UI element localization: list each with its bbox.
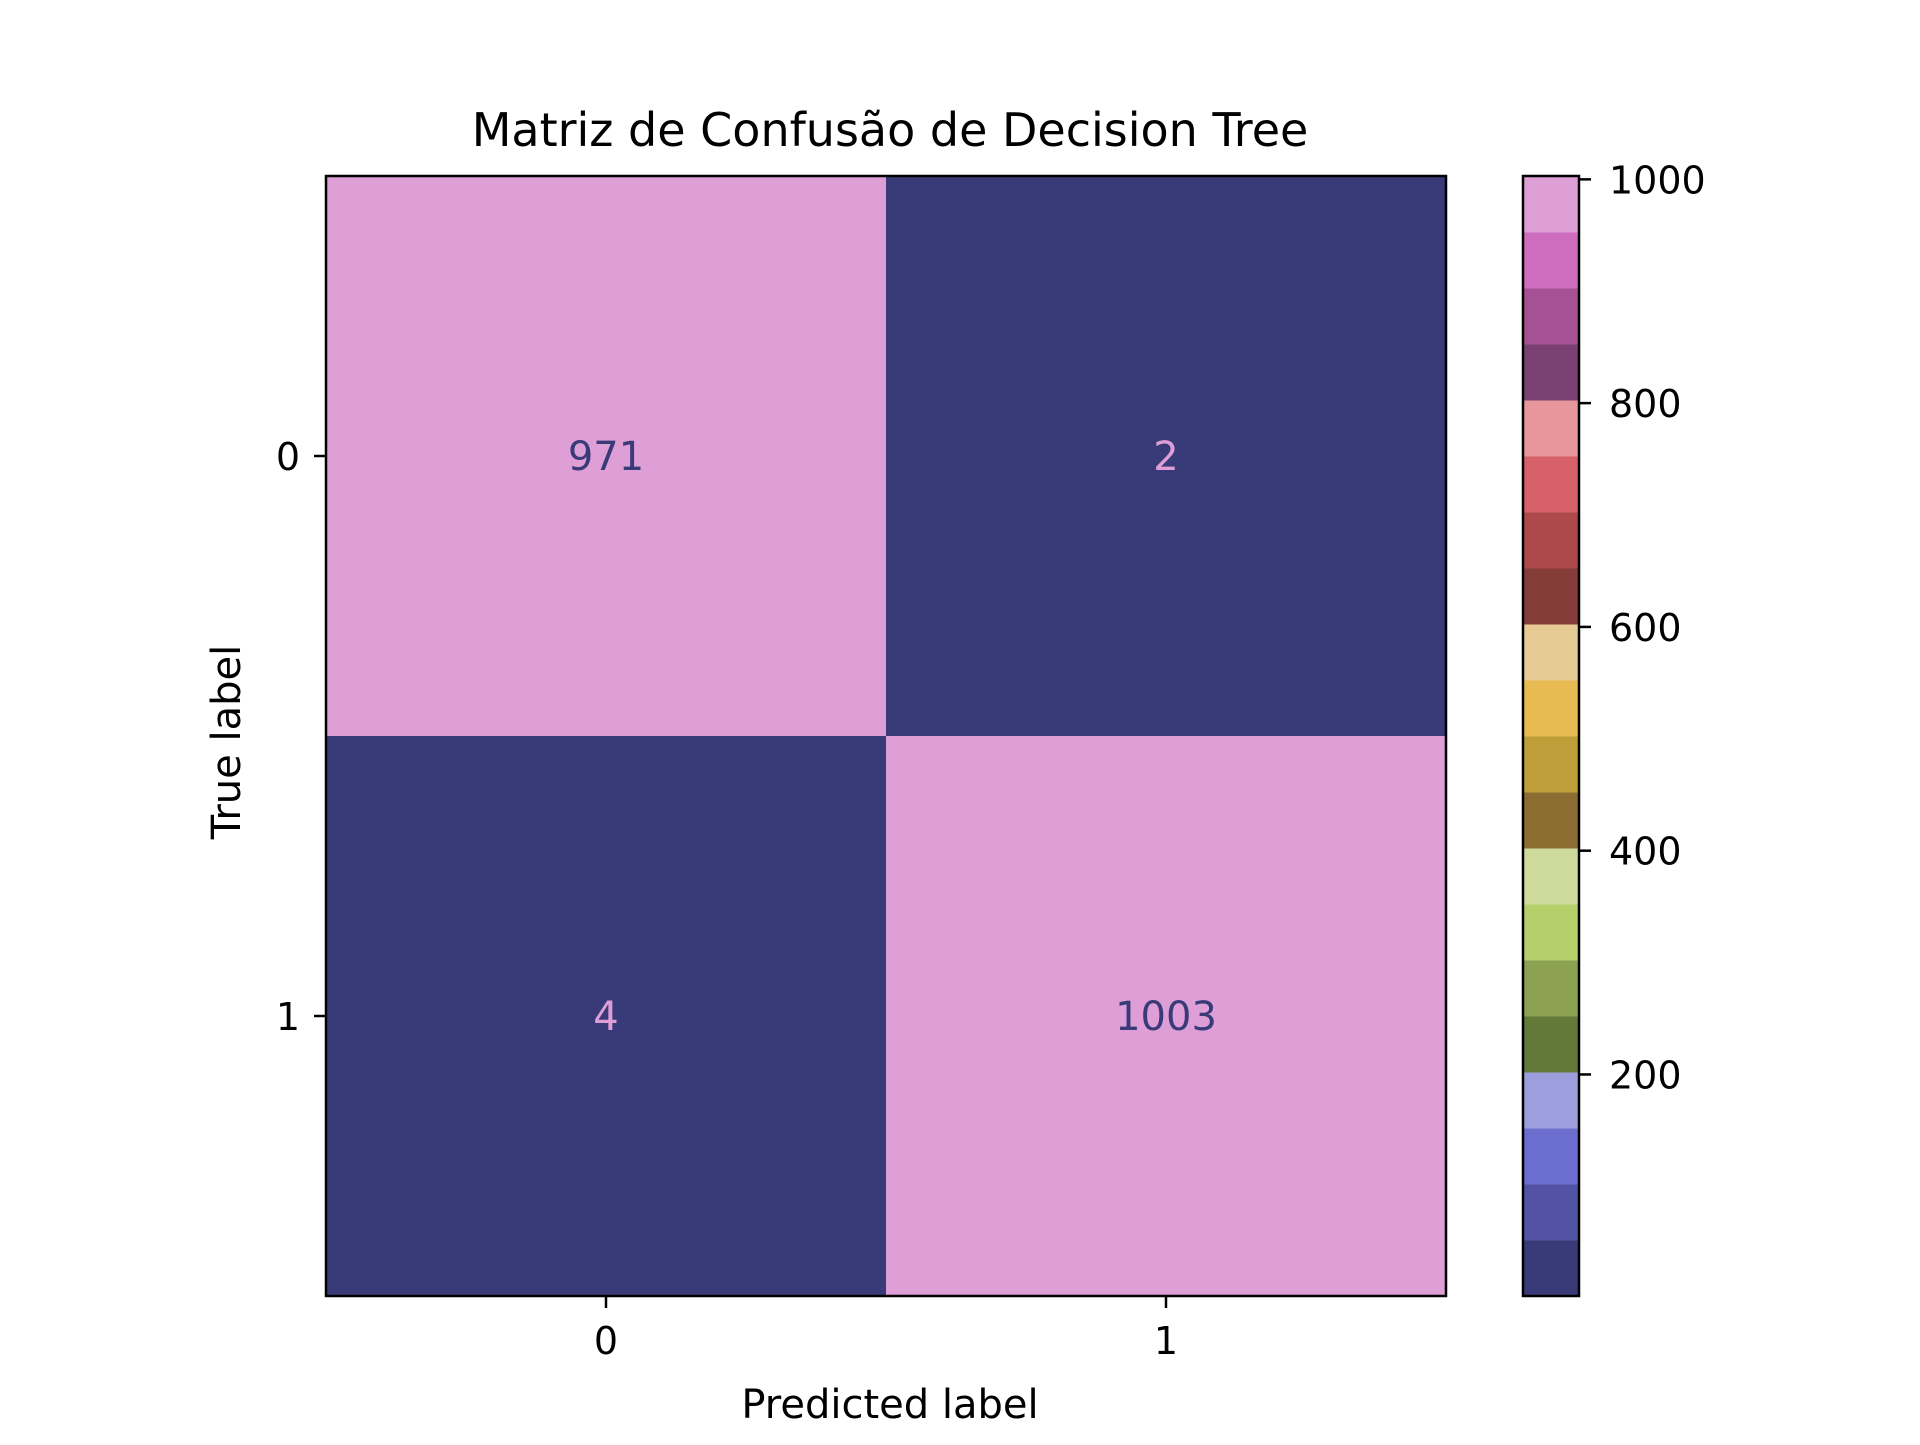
colorbar-band-3 xyxy=(1523,1072,1579,1129)
colorbar-band-16 xyxy=(1523,344,1579,401)
colorbar-band-15 xyxy=(1523,400,1579,457)
cell-value-0-0: 971 xyxy=(568,434,644,480)
heatmap-cells: 971 2 4 1003 xyxy=(326,176,1446,1296)
x-tick-label-0: 0 xyxy=(594,1319,618,1363)
colorbar: 200 400 600 800 1000 xyxy=(1521,158,1706,1298)
colorbar-band-9 xyxy=(1523,736,1579,793)
colorbar-band-12 xyxy=(1523,568,1579,625)
matrix-cell-0-0 xyxy=(326,176,886,736)
colorbar-band-10 xyxy=(1523,680,1579,737)
cell-value-1-1: 1003 xyxy=(1115,994,1217,1040)
cell-value-1-0: 4 xyxy=(593,994,618,1040)
cell-value-0-1: 2 xyxy=(1153,434,1178,480)
matrix-cell-1-1 xyxy=(886,736,1446,1296)
colorbar-band-6 xyxy=(1523,904,1579,961)
matrix-cell-1-0 xyxy=(326,736,886,1296)
colorbar-band-17 xyxy=(1523,288,1579,345)
colorbar-band-1 xyxy=(1523,1184,1579,1241)
colorbar-band-18 xyxy=(1523,232,1579,289)
plot-frame xyxy=(324,174,1448,1298)
colorbar-band-14 xyxy=(1523,456,1579,513)
y-axis-label: True label xyxy=(204,645,250,840)
colorbar-tick-label-1000: 1000 xyxy=(1609,158,1706,202)
colorbar-band-19 xyxy=(1523,176,1579,233)
colorbar-tick-label-600: 600 xyxy=(1609,606,1682,650)
colorbar-tick-label-800: 800 xyxy=(1609,382,1682,426)
x-tick-label-1: 1 xyxy=(1154,1319,1178,1363)
chart-title: Matriz de Confusão de Decision Tree xyxy=(472,103,1309,157)
colorbar-band-7 xyxy=(1523,848,1579,905)
colorbar-band-11 xyxy=(1523,624,1579,681)
colorbar-band-4 xyxy=(1523,1016,1579,1073)
axes: 0 1 0 1 xyxy=(276,174,1448,1363)
y-tick-label-1: 1 xyxy=(276,995,300,1039)
colorbar-band-8 xyxy=(1523,792,1579,849)
colorbar-tick-label-400: 400 xyxy=(1609,830,1682,874)
colorbar-band-13 xyxy=(1523,512,1579,569)
colorbar-band-0 xyxy=(1523,1240,1579,1297)
colorbar-frame xyxy=(1521,174,1581,1298)
colorbar-tick-label-200: 200 xyxy=(1609,1053,1682,1097)
matrix-cell-0-1 xyxy=(886,176,1446,736)
x-axis-label: Predicted label xyxy=(741,1382,1038,1428)
colorbar-band-2 xyxy=(1523,1128,1579,1185)
y-tick-label-0: 0 xyxy=(276,435,300,479)
colorbar-band-5 xyxy=(1523,960,1579,1017)
